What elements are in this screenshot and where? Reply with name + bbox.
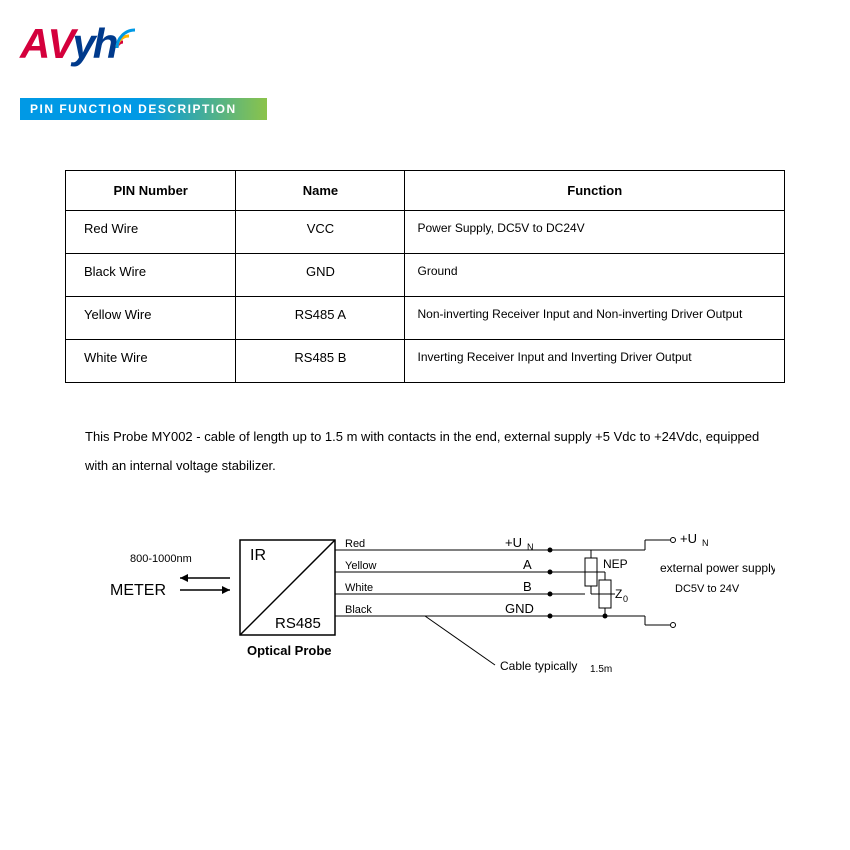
cable-length-label: Cable typically <box>500 659 577 673</box>
cell-pin: Black Wire <box>66 254 236 297</box>
cell-func: Inverting Receiver Input and Inverting D… <box>405 340 785 383</box>
table-header-row: PIN Number Name Function <box>66 171 785 211</box>
signal-a: A <box>523 557 532 572</box>
table-row: Black Wire GND Ground <box>66 254 785 297</box>
nep-label: NEP <box>603 557 628 571</box>
logo-letter-v: V <box>47 20 72 68</box>
signal-b: B <box>523 579 532 594</box>
header-pin: PIN Number <box>66 171 236 211</box>
meter-label: METER <box>110 582 166 599</box>
table-row: White Wire RS485 B Inverting Receiver In… <box>66 340 785 383</box>
signal-gnd: GND <box>505 601 534 616</box>
description-text: This Probe MY002 - cable of length up to… <box>85 423 765 480</box>
logo-letter-a: A <box>20 20 47 68</box>
table-row: Red Wire VCC Power Supply, DC5V to DC24V <box>66 211 785 254</box>
logo: AVyh <box>20 20 830 68</box>
cell-name: RS485 A <box>236 297 405 340</box>
wire-red-label: Red <box>345 538 365 550</box>
wire-black-label: Black <box>345 604 372 616</box>
logo-letter-y: y <box>72 20 92 68</box>
section-title: PIN FUNCTION DESCRIPTION <box>20 98 267 120</box>
cell-pin: Yellow Wire <box>66 297 236 340</box>
header-name: Name <box>236 171 405 211</box>
signal-un: +U <box>505 535 522 550</box>
wire-white-label: White <box>345 582 373 594</box>
cell-pin: White Wire <box>66 340 236 383</box>
probe-rs485-label: RS485 <box>275 615 321 632</box>
table-row: Yellow Wire RS485 A Non-inverting Receiv… <box>66 297 785 340</box>
pin-function-table: PIN Number Name Function Red Wire VCC Po… <box>65 170 785 383</box>
z0-label: Z <box>615 587 622 601</box>
wiring-diagram: METER 800-1000nm IR RS485 Optical Probe … <box>75 510 775 695</box>
cell-func: Non-inverting Receiver Input and Non-inv… <box>405 297 785 340</box>
ext-un-label: +U <box>680 531 697 546</box>
svg-text:N: N <box>527 542 534 552</box>
ext-power-label: external power supply <box>660 561 775 575</box>
probe-ir-label: IR <box>250 547 266 564</box>
wifi-icon <box>115 28 143 55</box>
cell-func: Power Supply, DC5V to DC24V <box>405 211 785 254</box>
cell-name: VCC <box>236 211 405 254</box>
cell-name: GND <box>236 254 405 297</box>
ext-voltage-label: DC5V to 24V <box>675 583 740 595</box>
svg-text:1.5m: 1.5m <box>590 664 612 675</box>
cell-name: RS485 B <box>236 340 405 383</box>
svg-text:0: 0 <box>623 594 628 604</box>
cell-func: Ground <box>405 254 785 297</box>
cell-pin: Red Wire <box>66 211 236 254</box>
wire-yellow-label: Yellow <box>345 560 376 572</box>
wavelength-label: 800-1000nm <box>130 553 192 565</box>
logo-letter-h: h <box>93 20 116 68</box>
header-function: Function <box>405 171 785 211</box>
probe-caption: Optical Probe <box>247 643 332 658</box>
svg-text:N: N <box>702 538 709 548</box>
